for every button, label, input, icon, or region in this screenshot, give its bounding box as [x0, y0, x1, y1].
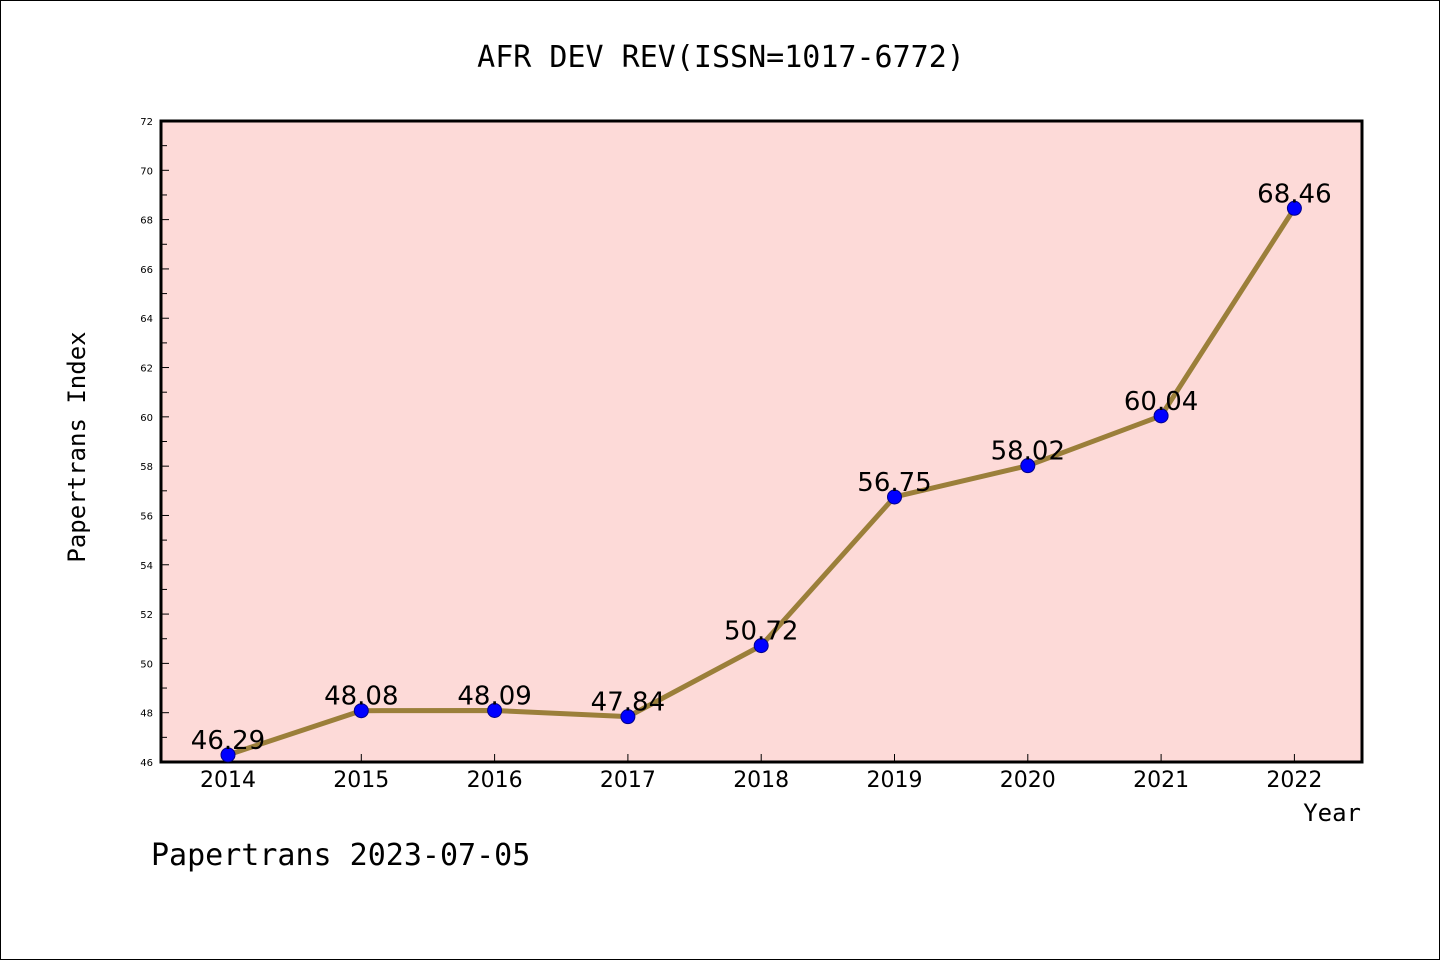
- x-tick-label: 2017: [600, 768, 656, 793]
- x-tick-label: 2015: [333, 768, 389, 793]
- y-tick-label: 58: [140, 462, 153, 473]
- x-axis-label: Year: [1303, 799, 1361, 827]
- chart-title: AFR DEV REV(ISSN=1017-6772): [477, 40, 965, 75]
- data-label: 60.04: [1124, 387, 1198, 417]
- data-label: 47.84: [591, 688, 665, 718]
- x-axis: 2014 2015 2016 2017 2018 2019 2020 2021 2022: [200, 754, 1322, 793]
- y-tick-label: 56: [140, 511, 153, 522]
- y-tick-label: 50: [140, 659, 153, 670]
- y-tick-label: 62: [140, 364, 153, 375]
- data-point: [1286, 200, 1302, 216]
- y-tick-label: 68: [140, 216, 153, 227]
- plot-area: [159, 119, 1364, 764]
- y-tick-label: 70: [140, 166, 153, 177]
- y-axis-label: Papertrans Index: [63, 331, 91, 562]
- data-label: 46.29: [191, 726, 265, 756]
- x-tick-label: 2021: [1133, 768, 1189, 793]
- data-label: 56.75: [857, 468, 931, 498]
- y-axis: 46 48 50 52 54 56 58 60 62 64 66 68 70 72: [140, 117, 169, 769]
- data-point: [1153, 408, 1169, 424]
- data-point: [753, 638, 769, 654]
- data-point: [620, 709, 636, 725]
- y-tick-label: 52: [140, 610, 153, 621]
- data-label: 48.09: [457, 681, 531, 711]
- y-tick-label: 60: [140, 413, 153, 424]
- x-tick-label: 2022: [1266, 768, 1322, 793]
- data-label: 68.46: [1257, 179, 1331, 209]
- data-label: 50.72: [724, 617, 798, 647]
- y-tick-label: 72: [140, 117, 153, 128]
- data-point: [220, 747, 236, 763]
- x-tick-label: 2018: [733, 768, 789, 793]
- y-tick-label: 54: [140, 561, 153, 572]
- data-point: [887, 489, 902, 505]
- y-tick-label: 64: [140, 314, 153, 325]
- x-tick-label: 2019: [867, 768, 923, 793]
- y-tick-label: 66: [140, 265, 153, 276]
- data-point: [353, 703, 369, 719]
- x-tick-label: 2016: [467, 768, 523, 793]
- data-label: 48.08: [324, 682, 398, 712]
- y-tick-label: 46: [140, 758, 153, 769]
- series-line-group: 46.29 48.08 48.09 47.84 50.72 56.75 58.02 60.04…: [191, 179, 1332, 763]
- x-tick-label: 2020: [1000, 768, 1056, 793]
- y-tick-label: 48: [140, 709, 153, 720]
- footer-credit: Papertrans 2023-07-05: [151, 838, 530, 873]
- data-point: [1020, 458, 1036, 474]
- x-tick-label: 2014: [200, 768, 256, 793]
- data-label: 58.02: [991, 437, 1065, 467]
- data-point: [487, 702, 503, 718]
